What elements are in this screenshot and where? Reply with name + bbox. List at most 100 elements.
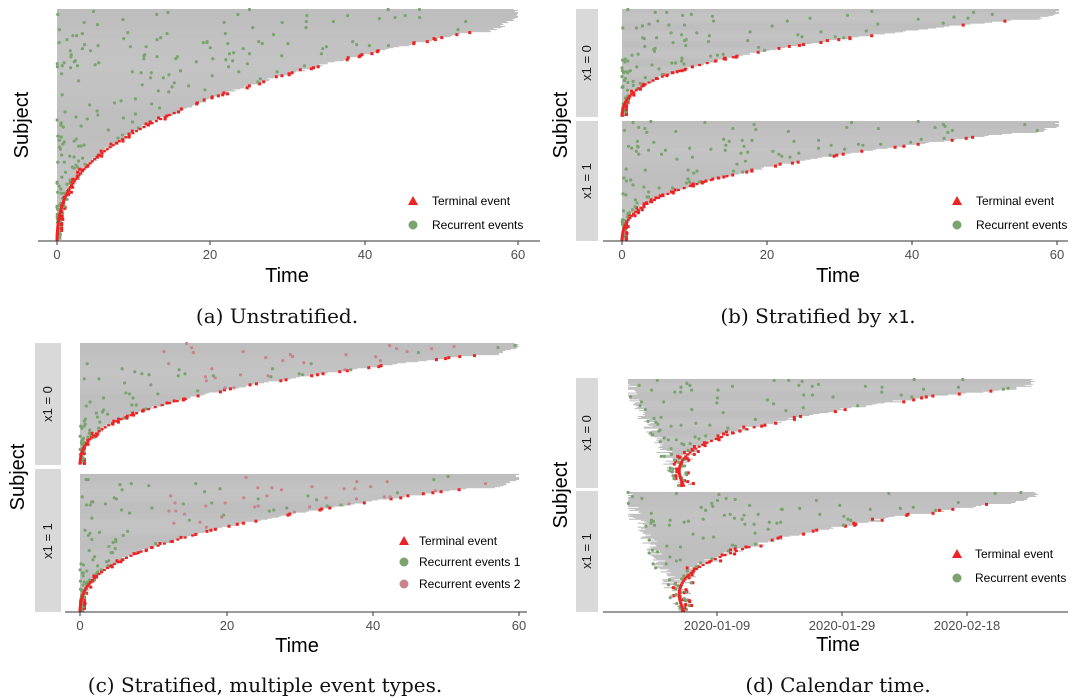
recurrent-event-point xyxy=(641,36,645,40)
follow-up-bar xyxy=(622,202,647,204)
terminal-event-mark xyxy=(119,418,123,421)
recurrent-event-point xyxy=(649,119,653,124)
recurrent-event-point xyxy=(911,505,915,509)
follow-up-bar xyxy=(80,443,88,445)
follow-up-bar xyxy=(80,480,517,482)
terminal-event-mark xyxy=(434,358,438,362)
terminal-event-mark xyxy=(920,396,924,400)
recurrent-event-point xyxy=(196,389,200,393)
follow-up-bar xyxy=(57,8,514,11)
follow-up-bar xyxy=(646,419,787,421)
recurrent-event-point xyxy=(63,110,67,114)
follow-up-bar xyxy=(622,71,678,73)
follow-up-bar xyxy=(622,36,859,38)
follow-up-bar xyxy=(622,203,645,205)
follow-up-bar xyxy=(622,194,663,196)
recurrent-event-point xyxy=(621,84,625,88)
recurrent-event-point xyxy=(684,43,688,48)
follow-up-bar xyxy=(80,544,160,547)
recurrent-event-point xyxy=(97,426,101,430)
recurrent-event-point xyxy=(731,126,735,131)
follow-up-bar xyxy=(642,542,759,544)
panel-b-ylabel: Subject xyxy=(550,91,572,158)
follow-up-bar xyxy=(80,359,437,361)
follow-up-bar xyxy=(57,93,228,95)
x-tick-label: 40 xyxy=(358,247,372,262)
terminal-event-mark xyxy=(964,136,968,140)
terminal-event-mark xyxy=(796,160,800,164)
recurrent-event-point xyxy=(642,185,646,189)
recurrent-event-point xyxy=(721,52,725,56)
follow-up-bar xyxy=(622,195,661,197)
follow-up-bar xyxy=(647,433,724,435)
follow-up-bar xyxy=(80,393,206,395)
follow-up-bar xyxy=(57,56,360,58)
recurrent-event-point xyxy=(418,15,422,20)
recurrent-event-point xyxy=(816,382,821,386)
follow-up-bar xyxy=(80,584,90,586)
recurrent-event-point xyxy=(767,520,771,524)
follow-up-bar xyxy=(628,504,982,506)
follow-up-bar xyxy=(641,536,781,538)
follow-up-bar xyxy=(80,498,392,500)
terminal-event-mark xyxy=(132,552,136,556)
recurrent-event-point xyxy=(779,507,784,511)
panel-c-legend-recurrent-1: Recurrent events 1 xyxy=(419,555,521,569)
follow-up-bar xyxy=(622,207,637,209)
terminal-event-mark xyxy=(684,603,688,607)
follow-up-bar xyxy=(57,135,125,137)
terminal-event-mark xyxy=(657,196,661,200)
recurrent-event-point xyxy=(652,523,657,527)
recurrent-event-point xyxy=(98,420,102,424)
follow-up-bar xyxy=(622,127,1045,129)
follow-up-bar xyxy=(80,403,169,405)
follow-up-bar xyxy=(622,222,627,224)
recurrent-event-point xyxy=(678,545,683,549)
follow-up-bar xyxy=(628,381,1032,383)
recurrent-event-point xyxy=(685,598,689,603)
terminal-event-mark xyxy=(723,553,727,557)
follow-up-bar xyxy=(622,35,872,37)
terminal-event-mark xyxy=(67,188,71,191)
recurrent-event-point xyxy=(916,17,920,21)
recurrent-event-point xyxy=(1035,128,1039,133)
recurrent-event-point xyxy=(682,574,686,578)
terminal-event-mark xyxy=(194,532,198,536)
follow-up-bar xyxy=(57,122,151,124)
follow-up-bar xyxy=(670,572,696,574)
follow-up-bar xyxy=(80,350,506,352)
recurrent-event-point xyxy=(60,64,64,68)
recurrent-event-point xyxy=(78,568,82,572)
recurrent-event-point xyxy=(709,147,713,151)
terminal-event-mark xyxy=(87,583,91,586)
terminal-event-mark xyxy=(729,548,733,552)
follow-up-bar xyxy=(645,521,868,523)
terminal-event-mark xyxy=(742,425,746,429)
follow-up-bar xyxy=(80,538,179,541)
follow-up-bar xyxy=(622,50,764,52)
follow-up-bar xyxy=(57,12,518,15)
recurrent-event-point xyxy=(686,519,690,523)
recurrent-event-point xyxy=(708,423,712,427)
recurrent-event-point xyxy=(649,431,653,435)
follow-up-bar xyxy=(80,364,393,366)
recurrent-event-point xyxy=(621,192,625,196)
terminal-event-mark xyxy=(440,36,444,40)
follow-up-bar xyxy=(80,501,365,503)
recurrent-event-point xyxy=(630,53,634,57)
recurrent-event-point xyxy=(864,29,868,33)
recurrent-event-point xyxy=(657,67,661,71)
recurrent-event-point xyxy=(211,57,215,61)
follow-up-bar xyxy=(622,208,638,210)
recurrent-event-point xyxy=(301,373,305,377)
follow-up-bar xyxy=(57,115,167,117)
follow-up-bar xyxy=(622,41,826,43)
recurrent-event-point xyxy=(753,417,757,421)
follow-up-bar xyxy=(57,101,206,103)
terminal-event-mark xyxy=(924,395,928,399)
follow-up-bar xyxy=(650,554,723,556)
terminal-event-mark xyxy=(716,434,720,438)
follow-up-bar xyxy=(80,484,507,486)
follow-up-bar xyxy=(80,508,322,510)
terminal-event-mark xyxy=(735,54,739,58)
